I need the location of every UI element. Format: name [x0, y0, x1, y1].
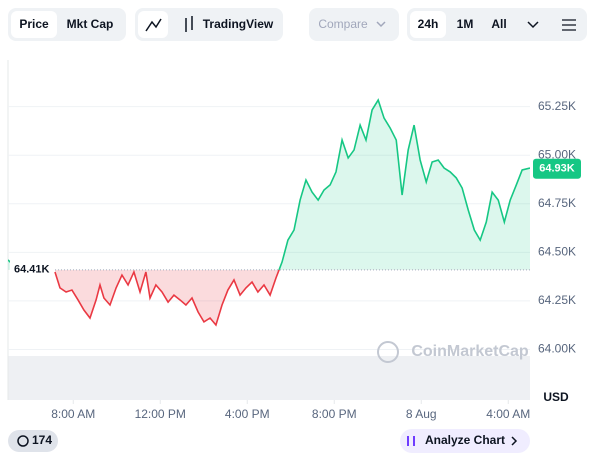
compare-button[interactable]: [309, 8, 399, 41]
range-group: [407, 8, 587, 41]
x-tick-label: 8:00 AM: [51, 407, 95, 421]
range-active[interactable]: [410, 11, 446, 38]
watermark: CoinMarketCap: [411, 343, 529, 360]
tab-active[interactable]: [11, 11, 57, 38]
line-icon: [145, 18, 162, 32]
chevron: [376, 21, 386, 28]
y-tick-label: 65.25K: [538, 99, 576, 113]
x-tick-label: 4:00 PM: [225, 407, 270, 421]
badge[interactable]: [8, 430, 58, 452]
range[interactable]: 24h: [418, 17, 439, 31]
volume-area: [8, 356, 530, 400]
last-price-label: 64.93K: [539, 163, 575, 175]
compare[interactable]: Compare: [318, 17, 368, 31]
analyze-icon: [407, 436, 415, 446]
line-below: [54, 269, 280, 327]
watermark-logo: [377, 341, 399, 363]
tool[interactable]: TradingView: [203, 17, 274, 31]
history-icon: [17, 435, 29, 447]
baseline-label: 64.41K: [14, 264, 50, 276]
line-tool[interactable]: [138, 11, 168, 38]
badge-count[interactable]: 174: [32, 433, 52, 447]
area-above: [8, 100, 530, 270]
tab[interactable]: Price: [19, 17, 49, 31]
tab[interactable]: Mkt Cap: [67, 17, 114, 31]
tool-group: [135, 8, 283, 41]
y-tick-label: 64.25K: [538, 293, 576, 307]
analyze[interactable]: Analyze Chart: [425, 433, 505, 447]
chevron: [511, 436, 518, 446]
y-tick-label: 64.00K: [538, 342, 576, 356]
x-tick-label: 4:00 AM: [486, 407, 530, 421]
candle-icon: [185, 16, 193, 32]
analyze-button[interactable]: [400, 429, 530, 453]
settings-icon[interactable]: [562, 19, 576, 31]
y-tick-label: 64.75K: [538, 196, 576, 210]
x-tick-label: 12:00 PM: [135, 407, 186, 421]
currency: USD: [543, 390, 569, 404]
y-tick-label: 64.50K: [538, 245, 576, 259]
range[interactable]: 1M: [457, 17, 474, 31]
area-below: [8, 269, 530, 326]
y-tick-label: 65.00K: [538, 147, 576, 161]
chevron[interactable]: [527, 21, 539, 29]
x-tick-label: 8 Aug: [406, 407, 437, 421]
last-price-tag: [533, 158, 581, 179]
baseline-tag: [10, 260, 54, 279]
x-tick-label: 8:00 PM: [312, 407, 357, 421]
range[interactable]: All: [491, 17, 506, 31]
